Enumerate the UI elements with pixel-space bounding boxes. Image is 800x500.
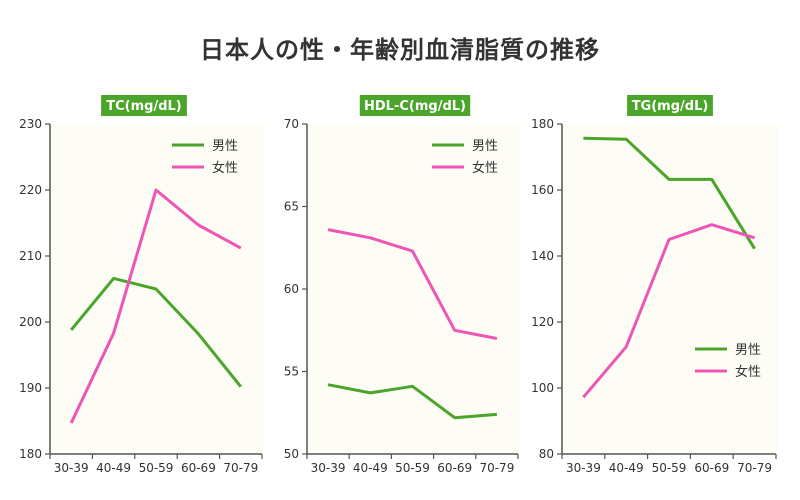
x-tick-label: 30-39 — [311, 461, 346, 475]
x-tick-label: 30-39 — [566, 461, 601, 475]
y-tick-label: 60 — [284, 282, 299, 296]
chart-0: TC(mg/dL) 180 190 200 210 220 230 30-39 40-49 50-… — [19, 95, 264, 475]
y-tick-label: 210 — [19, 249, 42, 263]
chart-title: HDL-C(mg/dL) — [364, 99, 466, 114]
x-tick-label: 50-59 — [395, 461, 430, 475]
x-tick-label: 60-69 — [694, 461, 729, 475]
x-tick-label: 60-69 — [437, 461, 472, 475]
chart-title: TG(mg/dL) — [632, 99, 709, 114]
plot-area — [307, 124, 520, 454]
series-male-line — [327, 383, 498, 420]
y-tick-label: 230 — [19, 117, 42, 131]
y-tick-label: 180 — [531, 117, 554, 131]
legend-female-label: 女性 — [212, 160, 238, 176]
y-tick-label: 220 — [19, 183, 42, 197]
legend-male-label: 男性 — [735, 343, 761, 358]
series-female-line — [327, 228, 498, 340]
y-tick-label: 180 — [19, 447, 42, 461]
x-tick-label: 70-79 — [223, 461, 258, 475]
y-tick-label: 80 — [539, 447, 554, 461]
chart-title-badge — [101, 95, 187, 116]
x-tick-label: 40-49 — [353, 461, 388, 475]
series-male-line — [583, 136, 756, 250]
y-tick-label: 140 — [531, 249, 554, 263]
legend-female-label: 女性 — [735, 364, 761, 380]
y-tick-label: 160 — [531, 183, 554, 197]
legend-female-label: 女性 — [472, 160, 498, 176]
x-tick-label: 70-79 — [479, 461, 514, 475]
y-tick-label: 120 — [531, 315, 554, 329]
chart-title: TC(mg/dL) — [106, 99, 181, 114]
y-tick-label: 190 — [19, 381, 42, 395]
x-tick-label: 50-59 — [652, 461, 687, 475]
chart-title-badge — [359, 95, 471, 116]
x-tick-label: 50-59 — [139, 461, 174, 475]
y-tick-label: 200 — [19, 315, 42, 329]
legend-male-label: 男性 — [212, 139, 238, 154]
page-title: 日本人の性・年齢別血清脂質の推移 — [200, 36, 600, 64]
series-female-line — [69, 188, 242, 424]
chart-2: TG(mg/dL) 80 100 120 140 160 180 30-39 40-49 50-5… — [531, 95, 778, 475]
series-male-line — [70, 276, 242, 388]
chart-title-badge — [627, 95, 713, 116]
x-tick-label: 40-49 — [609, 461, 644, 475]
y-tick-label: 50 — [284, 447, 299, 461]
plot-area — [562, 124, 778, 454]
y-tick-label: 65 — [284, 200, 299, 214]
chart-1: HDL-C(mg/dL) 50 55 60 65 70 30-39 40-49 50-59 60-… — [284, 95, 520, 475]
y-tick-label: 55 — [284, 365, 299, 379]
series-female-line — [582, 223, 756, 399]
legend-male-label: 男性 — [472, 139, 498, 154]
x-tick-label: 30-39 — [54, 461, 89, 475]
x-tick-label: 40-49 — [96, 461, 131, 475]
y-tick-label: 100 — [531, 381, 554, 395]
y-tick-label: 70 — [284, 117, 299, 131]
x-tick-label: 70-79 — [737, 461, 772, 475]
x-tick-label: 60-69 — [181, 461, 216, 475]
